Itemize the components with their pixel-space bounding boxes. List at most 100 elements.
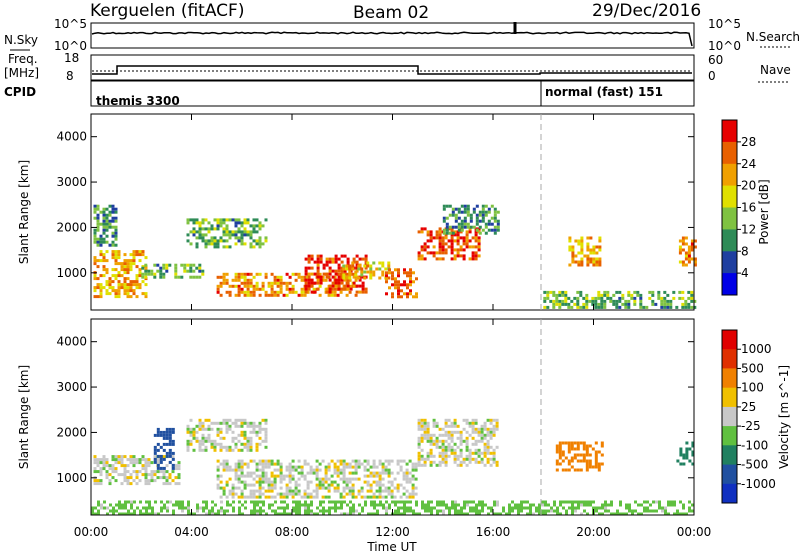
data-cell <box>558 444 562 448</box>
data-cell <box>256 500 259 504</box>
data-cell <box>102 240 106 244</box>
data-cell <box>114 253 118 257</box>
data-cell <box>246 290 250 294</box>
data-cell <box>100 503 103 507</box>
data-cell <box>108 473 112 477</box>
data-cell <box>144 275 148 279</box>
data-cell <box>189 439 193 443</box>
data-cell <box>279 474 283 478</box>
data-cell <box>264 480 268 484</box>
data-cell <box>199 506 202 510</box>
data-cell <box>258 227 262 231</box>
data-cell <box>102 259 106 263</box>
data-cell <box>600 441 604 445</box>
data-cell <box>216 284 220 288</box>
data-cell <box>234 272 238 276</box>
data-cell <box>339 471 343 475</box>
data-cell <box>237 284 241 288</box>
data-cell <box>307 254 311 258</box>
data-cell <box>588 453 592 457</box>
data-cell <box>459 436 463 440</box>
data-cell <box>363 480 367 484</box>
data-cell <box>231 233 235 237</box>
data-cell <box>130 512 133 516</box>
data-cell <box>93 204 97 208</box>
data-cell <box>663 290 667 294</box>
data-cell <box>577 506 580 510</box>
data-cell <box>102 256 106 260</box>
data-cell <box>589 257 593 261</box>
data-cell <box>492 433 496 437</box>
data-cell <box>492 460 496 464</box>
data-cell <box>529 509 532 513</box>
data-cell <box>309 495 313 499</box>
data-cell <box>289 512 292 516</box>
data-cell <box>141 250 145 254</box>
data-cell <box>319 503 322 507</box>
data-cell <box>681 302 685 306</box>
data-cell <box>580 242 584 246</box>
data-cell <box>223 512 226 516</box>
data-cell <box>334 503 337 507</box>
data-cell <box>291 272 295 276</box>
data-cell <box>690 239 694 243</box>
data-cell <box>405 495 409 499</box>
data-cell <box>285 465 289 469</box>
data-cell <box>327 495 331 499</box>
data-cell <box>259 509 262 513</box>
data-cell <box>664 506 667 510</box>
data-cell <box>445 228 449 232</box>
data-cell <box>300 293 304 297</box>
data-cell <box>346 278 350 282</box>
data-cell <box>592 245 596 249</box>
data-cell <box>315 474 319 478</box>
y-tick-label: 3000 <box>56 380 87 394</box>
data-cell <box>114 207 118 211</box>
data-cell <box>423 257 427 261</box>
data-cell <box>339 477 343 481</box>
data-cell <box>346 512 349 516</box>
data-cell <box>126 295 130 299</box>
data-cell <box>328 278 332 282</box>
data-cell <box>96 243 100 247</box>
data-cell <box>357 462 361 466</box>
data-cell <box>408 459 412 463</box>
data-cell <box>474 430 478 434</box>
data-cell <box>114 225 118 229</box>
data-cell <box>453 460 457 464</box>
data-cell <box>207 230 211 234</box>
data-cell <box>315 468 319 472</box>
data-cell <box>489 463 493 467</box>
data-cell <box>523 506 526 510</box>
data-cell <box>342 459 346 463</box>
data-cell <box>159 266 163 270</box>
data-cell <box>331 257 335 261</box>
data-cell <box>243 293 247 297</box>
data-cell <box>231 439 235 443</box>
data-cell <box>571 251 575 255</box>
data-cell <box>285 486 289 490</box>
data-cell <box>573 447 577 451</box>
data-cell <box>102 207 106 211</box>
data-cell <box>234 278 238 282</box>
data-cell <box>186 263 190 267</box>
data-cell <box>435 424 439 428</box>
data-cell <box>132 250 136 254</box>
data-cell <box>424 503 427 507</box>
data-cell <box>225 245 229 249</box>
data-cell <box>141 455 145 459</box>
data-cell <box>237 218 241 222</box>
data-cell <box>93 259 97 263</box>
data-cell <box>316 512 319 516</box>
data-cell <box>459 454 463 458</box>
data-cell <box>273 468 277 472</box>
data-cell <box>228 427 232 431</box>
data-cell <box>625 512 628 516</box>
data-cell <box>252 227 256 231</box>
data-cell <box>145 512 148 516</box>
data-cell <box>264 433 268 437</box>
data-cell <box>340 512 343 516</box>
data-cell <box>373 500 376 504</box>
data-cell <box>138 458 142 462</box>
data-cell <box>481 500 484 504</box>
